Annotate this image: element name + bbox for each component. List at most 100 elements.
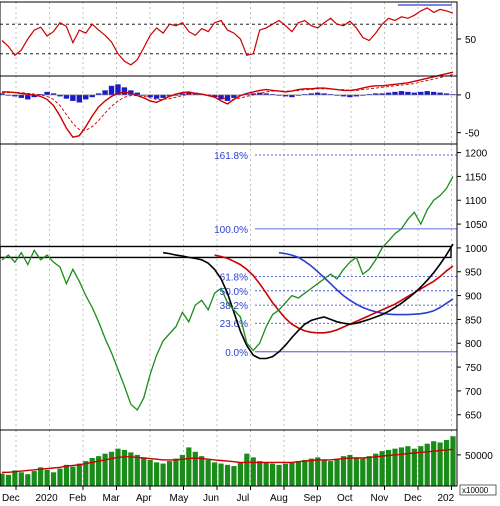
price-tick-label: 1150 [465, 172, 487, 183]
macd-histogram-bar [269, 94, 276, 95]
volume-bar [392, 448, 398, 486]
macd-histogram-bar [366, 94, 372, 95]
volume-bar [237, 462, 243, 486]
x-tick-label: Sep [304, 493, 322, 504]
x-tick-label: Oct [337, 493, 353, 504]
volume-bar [353, 457, 359, 486]
macd-histogram-bar [37, 94, 44, 95]
x-tick-label: 202 [438, 493, 455, 504]
macd-histogram-bar [244, 94, 250, 95]
x-tick-label: Dec [404, 493, 422, 504]
macd-histogram-bar [179, 93, 186, 95]
macd-histogram-bar [411, 92, 418, 95]
x-tick-label: 2020 [36, 493, 59, 504]
macd-histogram-bar [108, 85, 115, 95]
macd-histogram-bar [0, 93, 5, 95]
x-tick-label: Apr [136, 493, 152, 504]
x-tick-label: Dec [2, 493, 20, 504]
fibonacci-levels: 161.8% 100.0% 61.8% 50.0% 38.2% 23.6% 0.0% [214, 151, 457, 359]
x-tick-label: Jun [203, 493, 219, 504]
macd-histogram-bar [128, 90, 134, 95]
volume-bar [321, 459, 327, 486]
x-tick-label: May [170, 493, 189, 504]
fib-level-label: 100.0% [214, 225, 248, 236]
volume-frame [0, 429, 458, 487]
macd-panel: 0 -50 [0, 71, 480, 145]
macd-histogram-bar [347, 94, 353, 98]
volume-bar [289, 462, 295, 486]
volume-bar [70, 466, 76, 486]
macd-histogram-bar [424, 91, 430, 95]
macd-histogram-bar [334, 94, 340, 96]
volume-bar [57, 468, 63, 486]
macd-histogram-bar [95, 93, 102, 95]
macd-histogram-bar [315, 92, 321, 95]
fib-level-label: 38.2% [220, 301, 248, 312]
x-tick-label: Mar [103, 493, 121, 504]
volume-bar [437, 442, 443, 486]
volume-bar [186, 447, 192, 486]
volume-bar [302, 459, 308, 486]
macd-histogram-bar [276, 94, 282, 96]
macd-histogram-bar [418, 91, 424, 95]
macd-histogram-bar [147, 94, 153, 98]
volume-bar [12, 470, 18, 486]
macd-histogram-bar [218, 94, 224, 100]
macd-histogram-bar [392, 91, 398, 95]
volume-bar [250, 457, 256, 486]
volume-bar [282, 463, 289, 486]
volume-bar [38, 467, 44, 486]
volume-bar [173, 458, 179, 486]
volume-bar [205, 459, 211, 486]
macd-histogram-bar [44, 91, 50, 95]
macd-histogram-bar [385, 92, 392, 95]
rsi-line [1, 7, 454, 66]
volume-bar [295, 461, 301, 486]
volume-bar [134, 454, 140, 486]
macd-histogram-bar [153, 94, 160, 99]
volume-bar [373, 453, 379, 486]
macd-histogram-bar [166, 94, 173, 97]
volume-bar [141, 457, 147, 486]
price-tick-label: 950 [465, 268, 482, 279]
price-tick-label: 700 [465, 387, 482, 398]
volume-bar [411, 448, 417, 486]
volume-bar [154, 462, 160, 486]
volume-bar [224, 464, 231, 486]
macd-tick-label: 0 [465, 91, 471, 102]
volume-bar [199, 456, 205, 486]
macd-histogram-bar [405, 91, 411, 95]
volume-bar [179, 454, 185, 486]
macd-histogram-bar [257, 92, 263, 95]
macd-histogram-bar [70, 94, 76, 101]
macd-histogram-bar [57, 94, 63, 97]
volume-bar [31, 471, 37, 486]
volume-tick-label: 50000 [465, 451, 493, 462]
macd-tick-label: -50 [465, 129, 480, 140]
ma-blue-line [278, 251, 454, 316]
macd-histogram-bar [83, 94, 89, 100]
price-tick-label: 900 [465, 292, 482, 303]
x-tick-label: Aug [270, 493, 288, 504]
macd-histogram-bar [134, 92, 140, 95]
volume-bar [405, 446, 411, 486]
volume-bar [443, 439, 450, 486]
macd-histogram-bar [89, 94, 95, 98]
volume-bar [76, 463, 82, 486]
volume-bar [89, 458, 95, 486]
macd-histogram-bar [31, 94, 37, 98]
volume-bar [315, 457, 321, 486]
price-line [1, 176, 454, 412]
macd-histogram-bar [430, 91, 437, 95]
macd-histogram-bar [231, 94, 237, 98]
macd-histogram-bar [76, 94, 83, 103]
macd-line [2, 71, 454, 138]
volume-bar [366, 456, 372, 486]
volume-bar [334, 458, 340, 486]
macd-histogram-bar [160, 94, 166, 98]
volume-bar [379, 451, 385, 486]
macd-histogram-bar [102, 90, 108, 95]
macd-histogram-bar [443, 93, 450, 95]
macd-histogram-bar [263, 93, 269, 95]
volume-bar [0, 473, 5, 486]
